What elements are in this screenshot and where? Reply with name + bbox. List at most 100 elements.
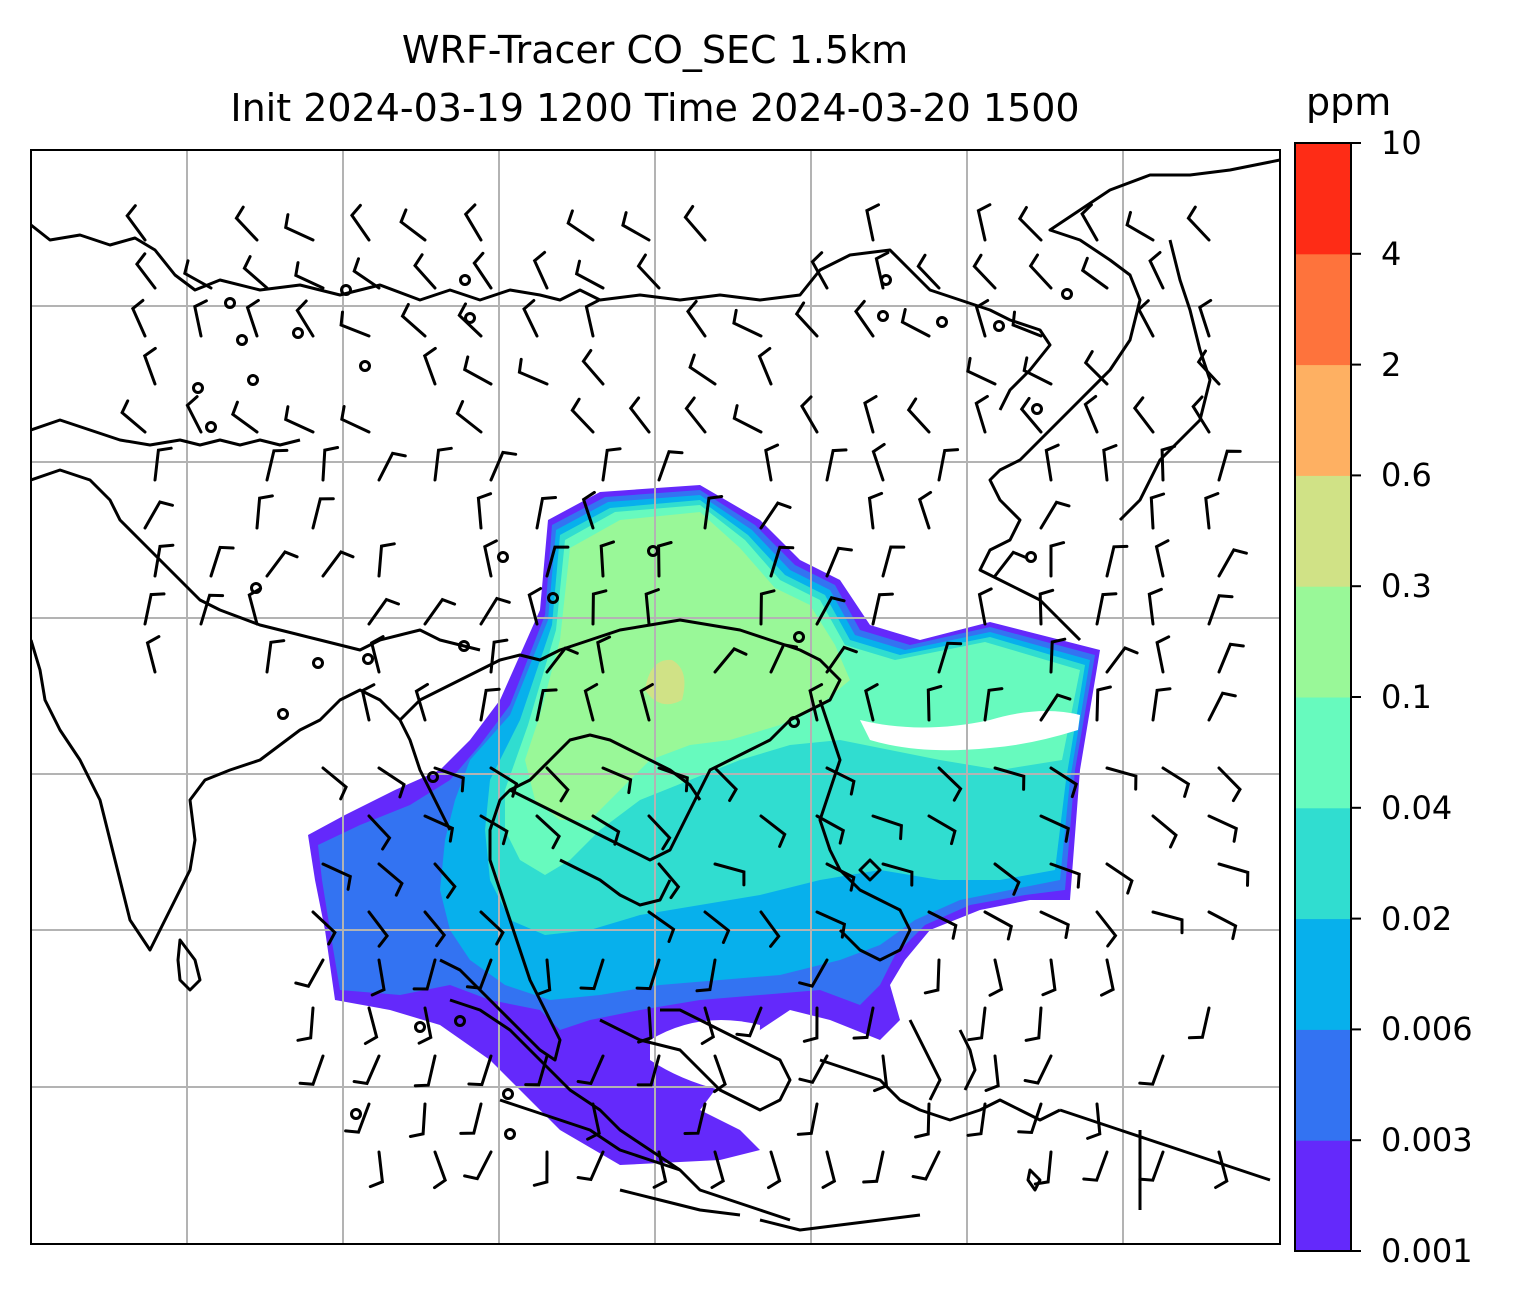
wind-barb — [657, 541, 673, 578]
wind-barb — [808, 683, 824, 722]
calm-circle — [350, 1108, 362, 1120]
wind-barb — [311, 910, 337, 946]
wind-barb — [966, 356, 997, 386]
wind-barb — [586, 1102, 601, 1141]
calm-circle — [464, 312, 476, 324]
wind-barb — [1011, 310, 1043, 338]
wind-barb — [764, 443, 780, 482]
wind-barb — [601, 766, 633, 795]
wind-barb — [652, 1150, 668, 1189]
colorbar-band — [1295, 1029, 1351, 1141]
wind-barb — [583, 683, 599, 722]
wind-barb — [296, 1006, 315, 1042]
wind-barb — [713, 647, 748, 674]
colorbar-tick-label: 10 — [1381, 124, 1422, 162]
wind-barb — [966, 1102, 987, 1137]
wind-barb — [321, 766, 348, 801]
wind-barb — [576, 1150, 605, 1182]
wind-barb — [644, 588, 660, 626]
wind-barb — [368, 1150, 385, 1189]
wind-barb — [143, 500, 174, 530]
wind-barb — [1049, 862, 1081, 889]
calm-circle — [647, 545, 659, 557]
wind-barb — [1196, 349, 1221, 386]
wind-barb — [1160, 444, 1177, 482]
wind-barb — [1049, 541, 1066, 578]
wind-barb — [576, 1054, 605, 1086]
wind-barb — [234, 205, 259, 242]
wind-barb — [413, 253, 437, 290]
wind-barb — [463, 203, 483, 242]
wind-barb — [1086, 1102, 1102, 1140]
wind-barb — [462, 355, 493, 386]
wind-barb — [937, 766, 963, 802]
calm-circle — [547, 592, 559, 604]
wind-barbs — [120, 203, 1250, 1190]
wind-barb — [370, 958, 386, 997]
calm-circle — [454, 1015, 466, 1027]
wind-barb — [976, 203, 992, 242]
map-title-line-2: Init 2024-03-19 1200 Time 2024-03-20 150… — [230, 86, 1080, 130]
map-gridlines — [31, 150, 1280, 1244]
wind-barb — [1217, 548, 1248, 578]
wind-barb — [1095, 592, 1118, 626]
wind-barb — [871, 814, 903, 841]
wind-barb — [1105, 766, 1138, 791]
wind-barb — [759, 501, 792, 530]
wind-barb — [1207, 814, 1238, 843]
wind-barb — [825, 766, 856, 796]
wind-barb — [1151, 910, 1184, 935]
calm-circle — [788, 716, 800, 728]
wind-barb — [479, 687, 501, 722]
wind-barb — [636, 1054, 661, 1087]
wind-barb — [993, 766, 1026, 791]
wind-barb — [923, 958, 941, 995]
wind-barb — [566, 209, 595, 242]
calm-circle — [247, 374, 259, 386]
calm-circle — [793, 631, 805, 643]
wind-barb — [242, 255, 269, 290]
wind-barb — [862, 1150, 885, 1184]
wind-barb — [867, 491, 884, 530]
wind-barb — [759, 910, 781, 948]
wind-barb — [825, 546, 853, 578]
wind-barb — [657, 450, 684, 482]
wind-barb — [881, 862, 914, 887]
wind-barb — [284, 405, 315, 434]
wind-barb — [1149, 492, 1166, 530]
wind-barb — [135, 252, 157, 290]
calm-circle — [362, 653, 374, 665]
wind-barb — [1207, 691, 1237, 722]
wind-barb — [863, 395, 878, 434]
wind-barb — [459, 1102, 483, 1135]
wind-barb — [377, 766, 406, 799]
colorbar-tick-label: 0.1 — [1381, 678, 1432, 716]
wind-barb — [1080, 256, 1109, 290]
wind-barb — [815, 910, 847, 939]
wind-barb — [1204, 492, 1220, 530]
wind-barb — [1186, 205, 1211, 242]
wind-barb — [1083, 394, 1099, 434]
wind-barb — [535, 814, 561, 850]
wind-barb — [1217, 642, 1245, 674]
wind-barb — [377, 542, 396, 578]
wind-barb — [1155, 635, 1171, 674]
wind-barb — [377, 862, 404, 897]
calm-circle — [1031, 403, 1043, 415]
wind-barb — [536, 958, 552, 996]
wind-barb — [815, 595, 846, 626]
wind-barb — [1023, 1054, 1053, 1085]
wind-barb — [143, 592, 166, 626]
wind-barb — [636, 253, 661, 290]
wind-barb — [911, 1150, 941, 1181]
wind-barb — [906, 397, 931, 434]
wind-barb — [489, 766, 519, 798]
wind-barb — [852, 1006, 875, 1040]
wind-barb — [1137, 299, 1155, 338]
wind-barb — [916, 253, 941, 290]
wind-barb — [683, 205, 707, 242]
wind-barb — [433, 766, 465, 793]
wind-barb — [1187, 1006, 1211, 1040]
wind-barb — [532, 1150, 549, 1187]
wind-barb — [1017, 1102, 1043, 1135]
